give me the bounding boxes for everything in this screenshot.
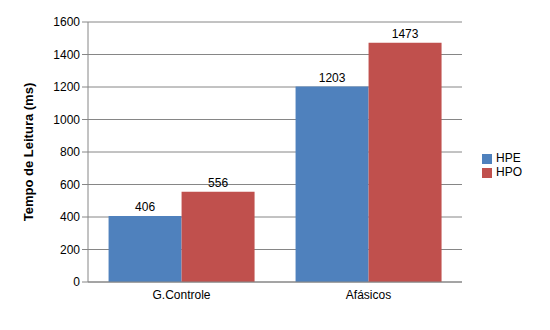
svg-text:Tempo de Leitura (ms): Tempo de Leitura (ms): [21, 83, 36, 221]
svg-text:800: 800: [60, 145, 80, 159]
svg-text:1400: 1400: [53, 48, 80, 62]
svg-text:G.Controle: G.Controle: [152, 288, 210, 302]
svg-text:406: 406: [135, 200, 155, 214]
svg-text:Afásicos: Afásicos: [346, 288, 391, 302]
svg-text:556: 556: [208, 176, 228, 190]
svg-text:0: 0: [73, 275, 80, 289]
svg-text:1203: 1203: [319, 71, 346, 85]
svg-text:600: 600: [60, 178, 80, 192]
svg-text:400: 400: [60, 210, 80, 224]
html-text:HPO: HPO: [496, 165, 522, 179]
svg-text:1473: 1473: [392, 27, 419, 41]
svg-text:1600: 1600: [53, 15, 80, 29]
svg-text:1000: 1000: [53, 113, 80, 127]
svg-text:200: 200: [60, 243, 80, 257]
html-text:HPE: HPE: [496, 151, 521, 165]
svg-text:1200: 1200: [53, 80, 80, 94]
